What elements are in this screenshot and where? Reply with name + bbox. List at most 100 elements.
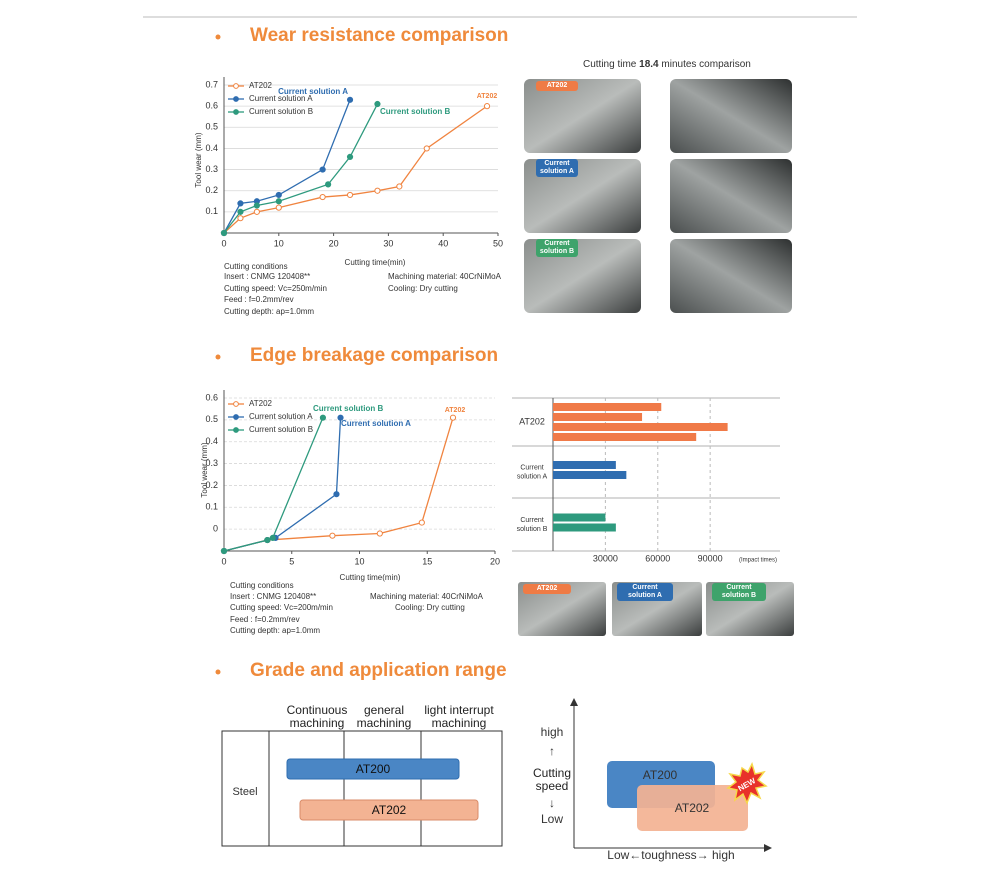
new-badge — [726, 761, 768, 805]
legend-label: Current solution B — [249, 425, 313, 434]
y-tick-label: 0.6 — [205, 392, 218, 402]
legend-marker — [233, 414, 239, 420]
y-tick-label: 0.4 — [205, 143, 218, 153]
x-tick-label: 0 — [221, 556, 226, 566]
x-tick-label: 0 — [221, 238, 226, 248]
point — [423, 145, 430, 152]
legend-marker — [233, 109, 239, 115]
photo — [524, 159, 641, 233]
row-label: Steel — [232, 786, 257, 798]
condition: Cooling: Dry cutting — [388, 284, 458, 293]
series-line — [223, 99, 351, 234]
point — [269, 534, 276, 541]
point — [319, 193, 326, 201]
condition: Insert : CNMG 120408** — [224, 272, 311, 281]
table-frame — [221, 730, 503, 847]
y-tick-label: 0.3 — [205, 458, 218, 468]
series-label: Current solution A — [278, 87, 348, 96]
photo — [670, 79, 792, 153]
legend-label: Current solution B — [249, 107, 313, 116]
bar — [553, 471, 627, 479]
category-label-line: Current — [520, 517, 543, 524]
bar — [553, 513, 606, 522]
y-tick-label: 0.2 — [205, 480, 218, 490]
series-line — [223, 103, 379, 234]
point — [325, 181, 332, 188]
point — [418, 519, 425, 526]
series-label: AT202 — [445, 407, 466, 414]
x-tick-label: 30000 — [593, 553, 618, 563]
point — [333, 491, 340, 498]
legend-marker — [233, 401, 239, 407]
legend-marker — [233, 83, 239, 89]
bar-label: AT202 — [372, 803, 407, 817]
condition: Cutting depth: ap=1.0mm — [224, 307, 315, 316]
condition: Feed : f=0.2mm/rev — [224, 295, 294, 304]
point — [237, 208, 244, 215]
photo-badge: Current solution B — [536, 239, 578, 257]
photo-badge: AT202 — [523, 584, 571, 594]
caption-text: Cutting time — [583, 59, 637, 70]
photo — [670, 159, 792, 233]
y-tick-label: 0.1 — [205, 206, 218, 216]
y-tick-label: 0.1 — [205, 502, 218, 512]
point — [346, 153, 354, 160]
point — [376, 530, 383, 537]
x-tick-label: 5 — [289, 556, 294, 566]
grade-table — [221, 730, 503, 847]
category-label: AT202 — [519, 416, 545, 426]
point — [329, 532, 336, 539]
category-label-line: solution A — [517, 473, 548, 480]
photo — [518, 582, 606, 636]
photo — [524, 239, 641, 313]
column-header: general machining — [356, 703, 412, 730]
bar — [553, 523, 616, 532]
y-tick-label: 0.2 — [205, 185, 218, 195]
y-tick-label: 0.4 — [205, 436, 218, 446]
box-label: AT200 — [643, 768, 678, 782]
condition: Feed : f=0.2mm/rev — [230, 615, 300, 624]
y-tick-label: 0.5 — [205, 122, 218, 132]
y-tick-label: 0.6 — [205, 101, 218, 111]
x-tick-label: 90000 — [698, 553, 723, 563]
point — [264, 536, 271, 544]
y-tick-label: 0 — [213, 524, 218, 534]
bullet — [215, 354, 221, 360]
condition: Insert : CNMG 120408** — [230, 592, 317, 601]
series-label: Current solution B — [380, 107, 450, 116]
series-line — [223, 105, 488, 234]
bar — [553, 403, 662, 411]
point — [319, 166, 326, 173]
point — [483, 103, 491, 110]
photo-badge: Current solution B — [712, 583, 766, 601]
legend-label: Current solution A — [249, 412, 313, 421]
point — [253, 208, 260, 215]
x-tick-label: 50 — [493, 238, 503, 248]
axis-label: Cutting speed — [532, 766, 572, 793]
photo-caption: Cutting time 18.4 minutes comparison — [583, 59, 751, 70]
grade-map: NEW AT200 AT202 high ↑ ↓ Low Low←toughne… — [232, 698, 772, 862]
point — [346, 191, 354, 199]
axis-arrow: ↓ — [549, 796, 555, 810]
axis-label: Low←toughness→ high — [607, 848, 734, 862]
legend-label: Current solution A — [249, 94, 313, 103]
axis-arrow: ↑ — [549, 744, 555, 758]
caption-time: 18.4 — [639, 59, 659, 70]
bar — [553, 433, 697, 441]
category-label: Current solution B — [517, 517, 548, 533]
y-tick-label: 0.3 — [205, 164, 218, 174]
arrow — [570, 698, 578, 706]
section-title: Wear resistance comparison — [250, 25, 509, 46]
bar-label: AT200 — [356, 762, 391, 776]
x-tick-label: 15 — [422, 556, 432, 566]
y-tick-label: 0.7 — [205, 79, 218, 89]
point — [275, 198, 282, 205]
photo-badge: Current solution A — [617, 583, 673, 601]
bar — [553, 461, 616, 469]
photo-badge: AT202 — [536, 81, 578, 91]
point — [374, 100, 381, 108]
series-label: Current solution B — [313, 404, 383, 413]
x-tick-label: 10 — [354, 556, 364, 566]
